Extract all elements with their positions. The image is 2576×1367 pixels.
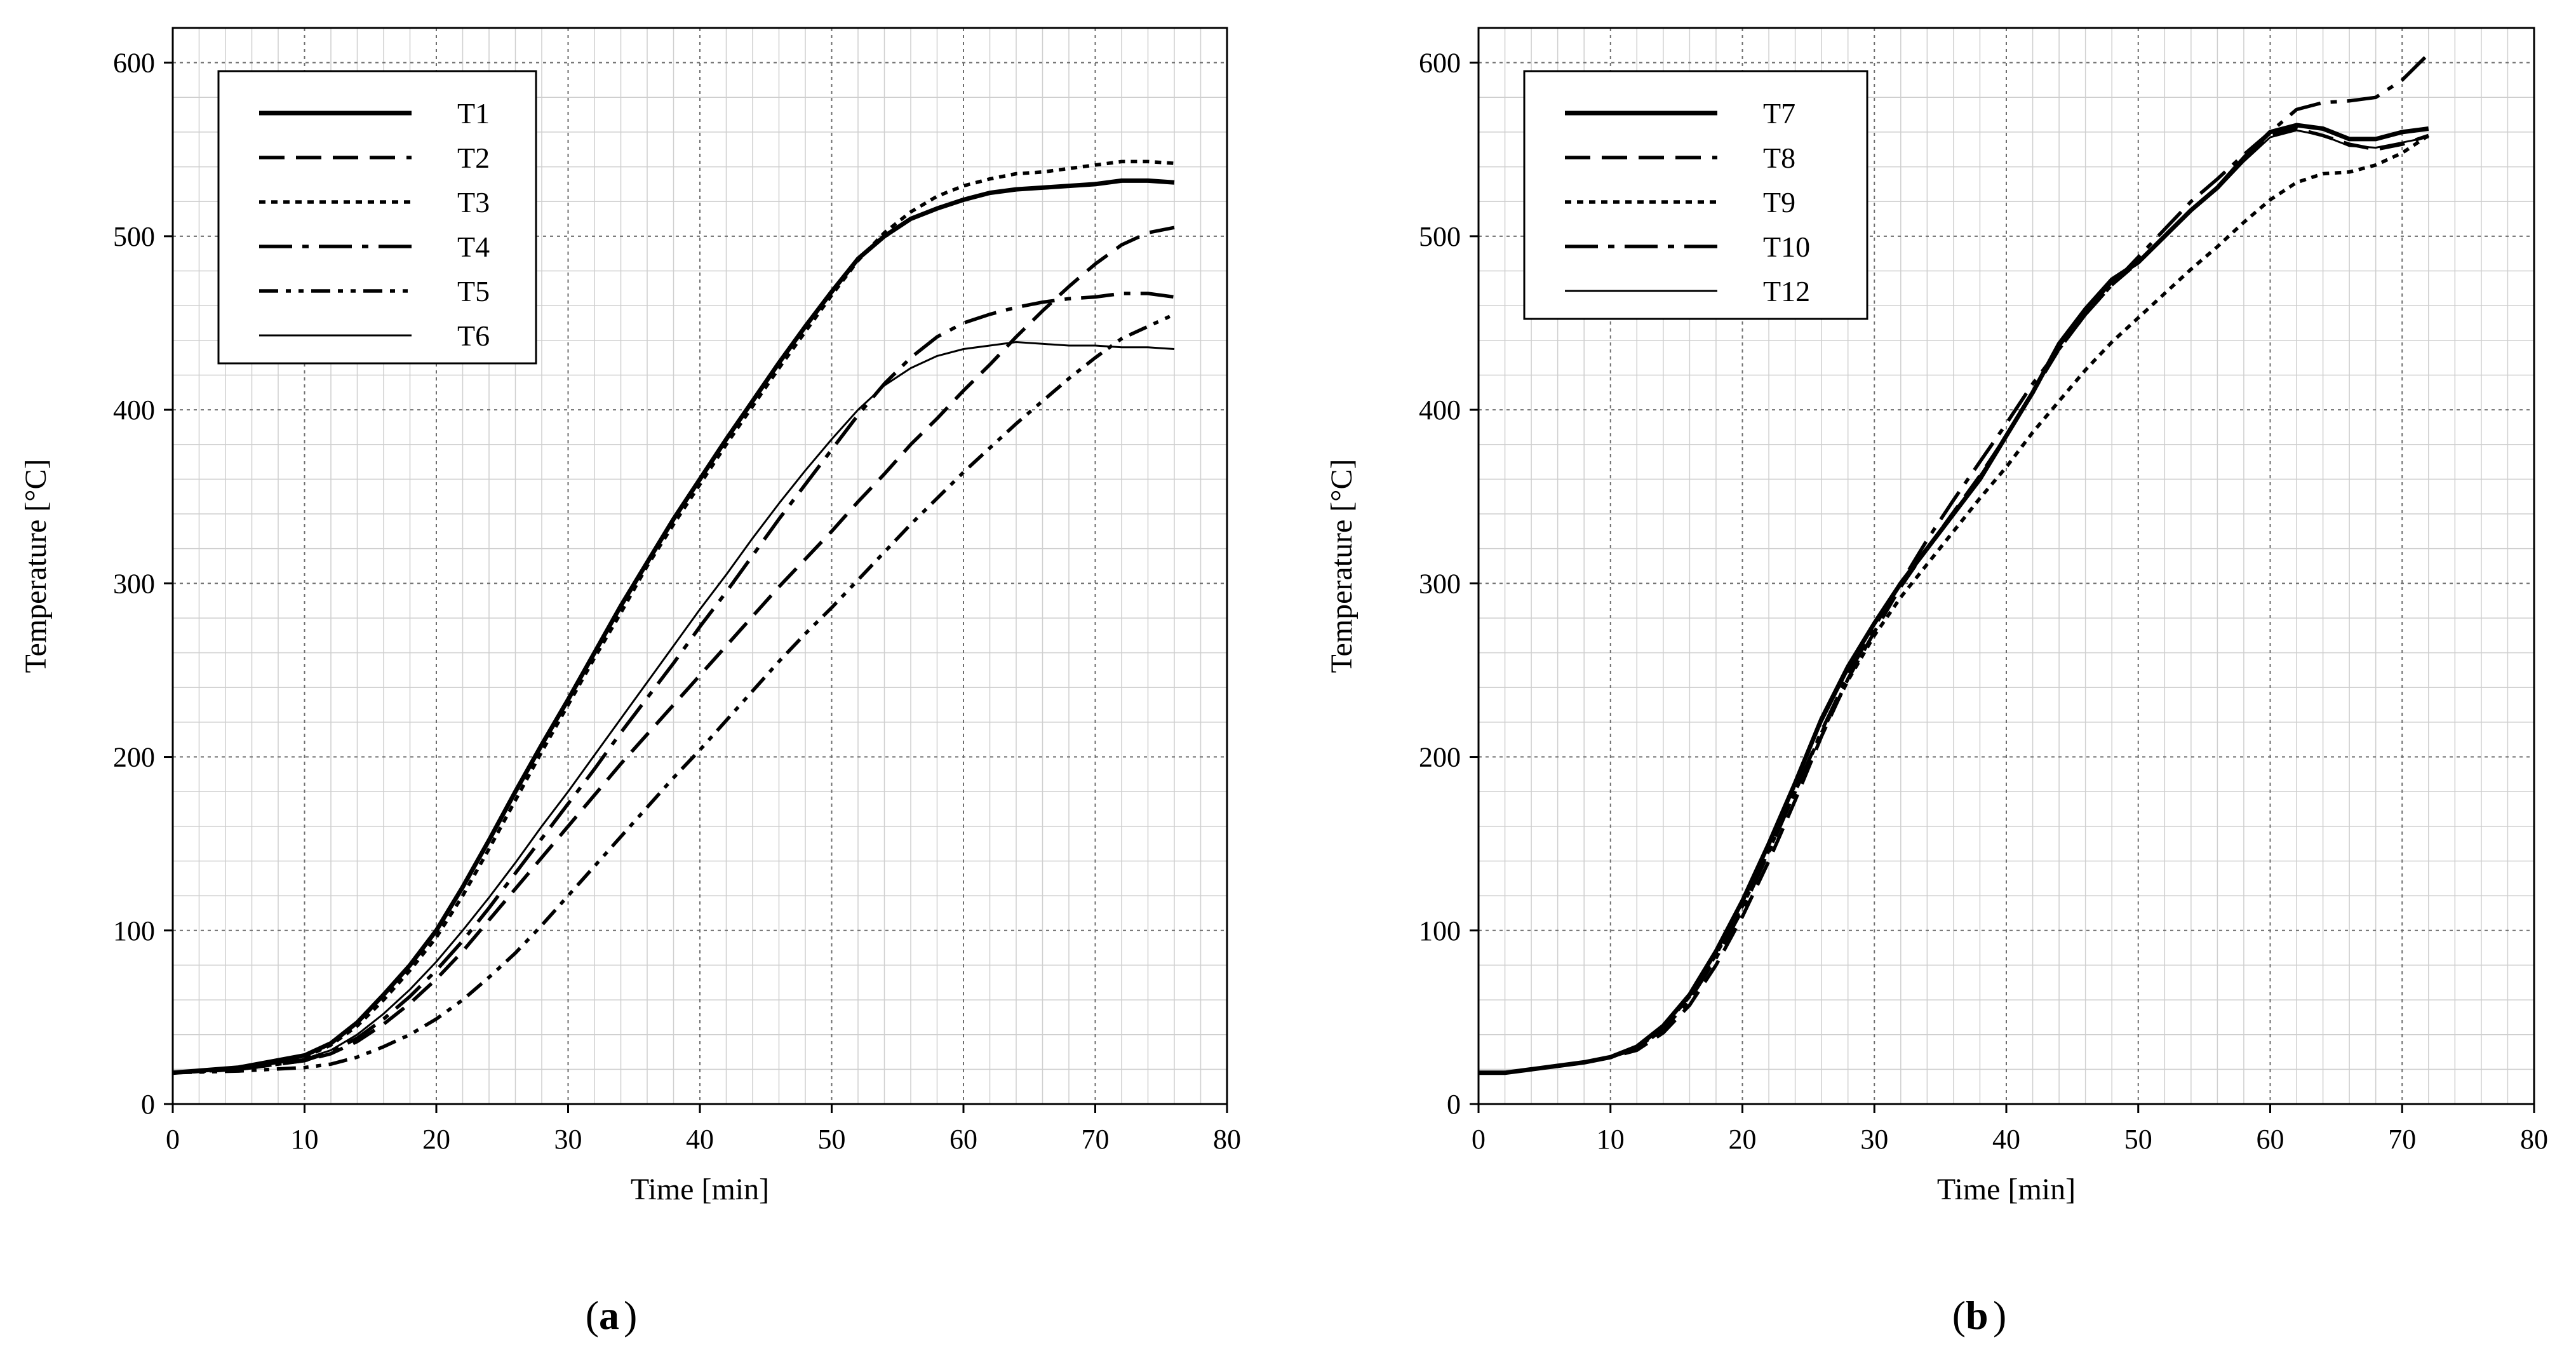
caption-b-close: ) [1993, 1293, 2006, 1338]
series-line-t4 [172, 292, 1175, 1075]
x-axis-label-b: Time [min] [1937, 1173, 2076, 1206]
series-line-t10 [1479, 53, 2430, 1075]
y-tick-label-b: 0 [1447, 1089, 1461, 1120]
chart-panel-b: 0 10 20 30 40 50 60 70 80 0 100 200 300 400 500 600 Time… [1325, 27, 2548, 1206]
legend-label-t12: T12 [1763, 275, 1810, 307]
y-tick-label-a: 0 [141, 1089, 155, 1120]
legend-label-t6: T6 [457, 320, 490, 352]
legend-box-a [217, 70, 537, 365]
x-axis-label-a: Time [min] [631, 1173, 769, 1206]
y-tick-label-a: 600 [113, 48, 155, 79]
legend-b: T7 T8 T9 T10 T12 [1523, 70, 1868, 320]
legend-label-t10: T10 [1763, 231, 1810, 263]
caption-b: ( b ) [1952, 1293, 2007, 1338]
y-tick-label-a: 200 [113, 742, 155, 773]
series-group-a [172, 159, 1176, 1075]
x-axis-b: 0 10 20 30 40 50 60 70 80 [1472, 1104, 2548, 1155]
x-tick-label-a: 0 [166, 1124, 180, 1155]
legend-label-t2: T2 [457, 142, 490, 174]
y-tick-label-a: 400 [113, 394, 155, 426]
y-tick-label-b: 100 [1419, 915, 1461, 946]
x-tick-label-b: 60 [2257, 1124, 2284, 1155]
x-tick-label-a: 80 [1213, 1124, 1241, 1155]
x-tick-label-a: 70 [1082, 1124, 1110, 1155]
series-line-t5 [172, 313, 1176, 1075]
legend-label-t8: T8 [1763, 142, 1795, 174]
series-line-t2 [172, 226, 1175, 1075]
y-tick-label-b: 400 [1419, 394, 1461, 426]
legend-label-t5: T5 [457, 275, 490, 307]
x-tick-label-b: 50 [2124, 1124, 2152, 1155]
y-axis-label-b: Temperature [°C] [1325, 459, 1358, 673]
caption-a-letter: a [599, 1293, 619, 1338]
x-tick-label-b: 10 [1597, 1124, 1625, 1155]
series-line-t3 [172, 159, 1175, 1075]
caption-a-close: ) [624, 1293, 637, 1338]
x-tick-label-b: 30 [1860, 1124, 1888, 1155]
x-tick-label-b: 70 [2388, 1124, 2416, 1155]
x-tick-label-a: 60 [949, 1124, 977, 1155]
caption-b-letter: b [1966, 1293, 1989, 1338]
major-grid-b [1479, 28, 2534, 1104]
y-tick-label-b: 600 [1419, 48, 1461, 79]
legend-label-t7: T7 [1763, 97, 1795, 130]
series-group-b [1479, 53, 2430, 1075]
y-axis-b: 0 100 200 300 400 500 600 [1419, 48, 1479, 1120]
y-axis-label-a: Temperature [°C] [19, 459, 53, 673]
x-tick-label-b: 80 [2520, 1124, 2548, 1155]
caption-a: ( a ) [586, 1293, 638, 1338]
legend-label-t4: T4 [457, 231, 490, 263]
series-line-t1 [172, 178, 1175, 1075]
x-tick-label-a: 40 [686, 1124, 714, 1155]
y-tick-label-b: 200 [1419, 742, 1461, 773]
chart-panel-a: 0 10 20 30 40 50 60 70 80 0 100 200 300 400 500 600 Time… [19, 27, 1241, 1206]
y-tick-label-b: 300 [1419, 568, 1461, 599]
legend-label-t3: T3 [457, 186, 490, 219]
x-tick-label-a: 20 [422, 1124, 450, 1155]
x-tick-label-a: 30 [554, 1124, 582, 1155]
y-tick-label-a: 100 [113, 915, 155, 946]
x-axis-a: 0 10 20 30 40 50 60 70 80 [166, 1104, 1241, 1155]
legend-a: T1 T2 T3 T4 T5 T6 [217, 70, 537, 365]
legend-label-t1: T1 [457, 97, 490, 130]
caption-a-open: ( [586, 1293, 599, 1338]
major-grid-a [173, 28, 1227, 1104]
y-tick-label-b: 500 [1419, 221, 1461, 252]
series-line-t12 [1479, 129, 2429, 1074]
x-tick-label-a: 10 [291, 1124, 319, 1155]
x-tick-label-b: 0 [1472, 1124, 1486, 1155]
y-axis-a: 0 100 200 300 400 500 600 [113, 48, 173, 1120]
minor-grid-b [1479, 28, 2534, 1104]
y-tick-label-a: 300 [113, 568, 155, 599]
legend-box-b [1523, 70, 1868, 320]
caption-b-open: ( [1952, 1293, 1966, 1338]
legend-label-t9: T9 [1763, 186, 1795, 219]
x-tick-label-b: 20 [1729, 1124, 1757, 1155]
y-tick-label-a: 500 [113, 221, 155, 252]
series-line-t6 [172, 341, 1175, 1074]
x-tick-label-a: 50 [818, 1124, 846, 1155]
x-tick-label-b: 40 [1992, 1124, 2020, 1155]
